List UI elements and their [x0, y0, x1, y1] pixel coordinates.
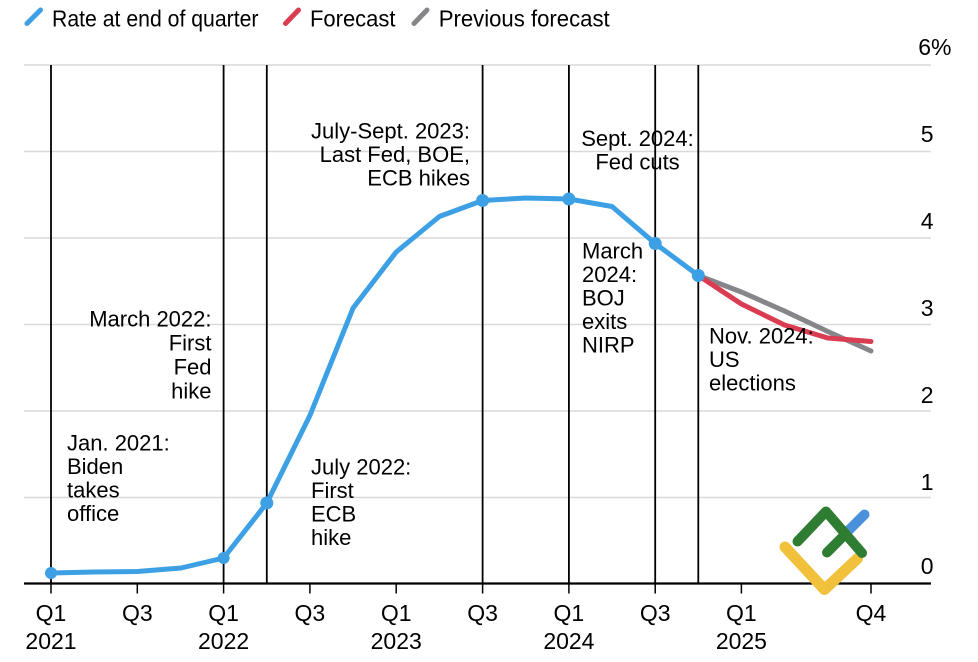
svg-text:Previous forecast: Previous forecast: [439, 6, 611, 32]
svg-text:Q3: Q3: [640, 600, 671, 626]
svg-text:Forecast: Forecast: [310, 6, 396, 32]
svg-text:0: 0: [921, 553, 934, 579]
svg-text:Q3: Q3: [295, 600, 326, 626]
svg-text:2024: 2024: [543, 628, 594, 654]
svg-text:2023: 2023: [371, 628, 422, 654]
svg-text:1: 1: [921, 469, 934, 495]
svg-text:5: 5: [921, 121, 934, 147]
svg-text:2025: 2025: [716, 628, 767, 654]
svg-text:Q1: Q1: [554, 600, 585, 626]
svg-text:Sept. 2024:Fed cuts: Sept. 2024: Fed cuts: [581, 126, 694, 175]
svg-text:Rate at end of quarter: Rate at end of quarter: [52, 6, 259, 32]
svg-text:%: %: [931, 34, 951, 60]
svg-text:Q1: Q1: [726, 600, 757, 626]
svg-text:Q1: Q1: [36, 600, 67, 626]
svg-text:2021: 2021: [25, 628, 76, 654]
svg-text:Q3: Q3: [122, 600, 153, 626]
svg-text:Q1: Q1: [208, 600, 239, 626]
svg-text:2022: 2022: [198, 628, 249, 654]
svg-text:2: 2: [921, 382, 934, 408]
svg-text:3: 3: [921, 295, 934, 321]
svg-text:6: 6: [918, 34, 931, 60]
svg-text:4: 4: [921, 208, 934, 234]
svg-text:Q1: Q1: [381, 600, 412, 626]
svg-text:Q4: Q4: [856, 600, 887, 626]
svg-text:Q3: Q3: [467, 600, 498, 626]
